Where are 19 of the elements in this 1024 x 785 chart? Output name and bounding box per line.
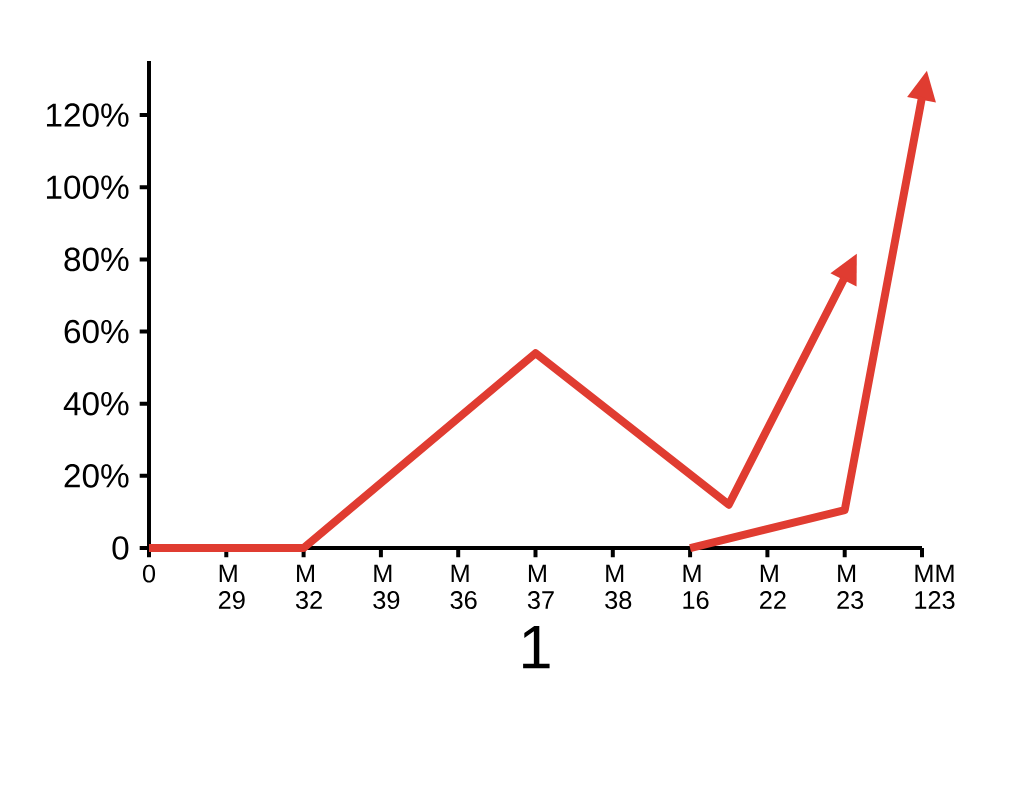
x-tick-label: M 37: [527, 564, 554, 609]
y-tick-label: 0: [112, 536, 129, 560]
x-tick-label: M 16: [683, 564, 709, 609]
x-tick-label: MM 123: [915, 564, 955, 609]
x-axis-title: 1: [523, 626, 550, 669]
x-tick-label: M 32: [295, 564, 322, 609]
x-tick-label: M 22: [760, 564, 786, 609]
y-tick-label: 100%: [46, 175, 129, 200]
x-tick-label: M 36: [450, 564, 477, 609]
x-tick-label: 0: [142, 564, 156, 583]
x-tick-label: M 39: [373, 564, 400, 609]
x-tick-label: M 38: [605, 564, 632, 609]
x-tick-label: M 23: [837, 564, 864, 609]
y-tick-label: 120%: [46, 103, 129, 127]
y-tick-label: 80%: [64, 247, 129, 272]
y-tick-label: 60%: [64, 319, 129, 344]
y-tick-label: 40%: [63, 391, 129, 416]
x-tick-label: M 29: [218, 564, 245, 609]
y-tick-label: 20%: [64, 464, 129, 488]
